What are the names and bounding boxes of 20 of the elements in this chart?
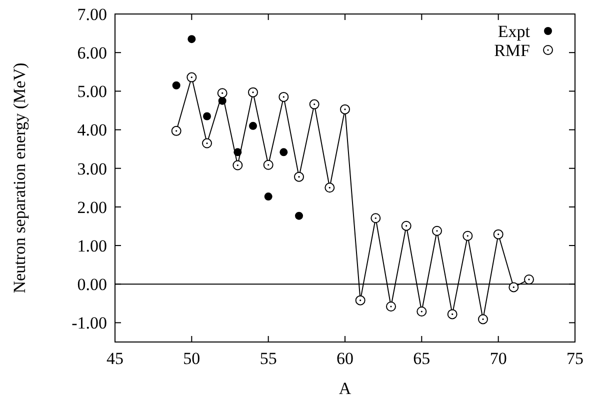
x-tick-label: 45 (106, 349, 124, 368)
x-tick-label: 65 (413, 349, 430, 368)
y-tick-label: 3.00 (77, 159, 107, 178)
x-tick-label: 50 (183, 349, 200, 368)
x-axis-title: A (338, 379, 352, 398)
x-tick-label: 55 (260, 349, 277, 368)
y-tick-label: 2.00 (77, 198, 107, 217)
y-tick-label: 1.00 (77, 236, 107, 256)
legend-label: RMF (494, 40, 530, 60)
y-tick-label: 0.00 (77, 275, 107, 294)
x-tick-label: 70 (490, 349, 507, 368)
y-tick-label: 6.00 (77, 44, 107, 63)
y-axis-title: Neutron separation energy (MeV) (10, 62, 29, 294)
y-tick-label: -1.00 (72, 314, 107, 333)
y-tick-label: 5.00 (77, 82, 107, 102)
y-tick-label: 4.00 (77, 120, 107, 140)
x-tick-label: 75 (566, 349, 584, 368)
legend-label: Expt (498, 22, 530, 41)
x-tick-label: 60 (336, 349, 354, 368)
y-tick-label: 7.00 (77, 4, 107, 24)
